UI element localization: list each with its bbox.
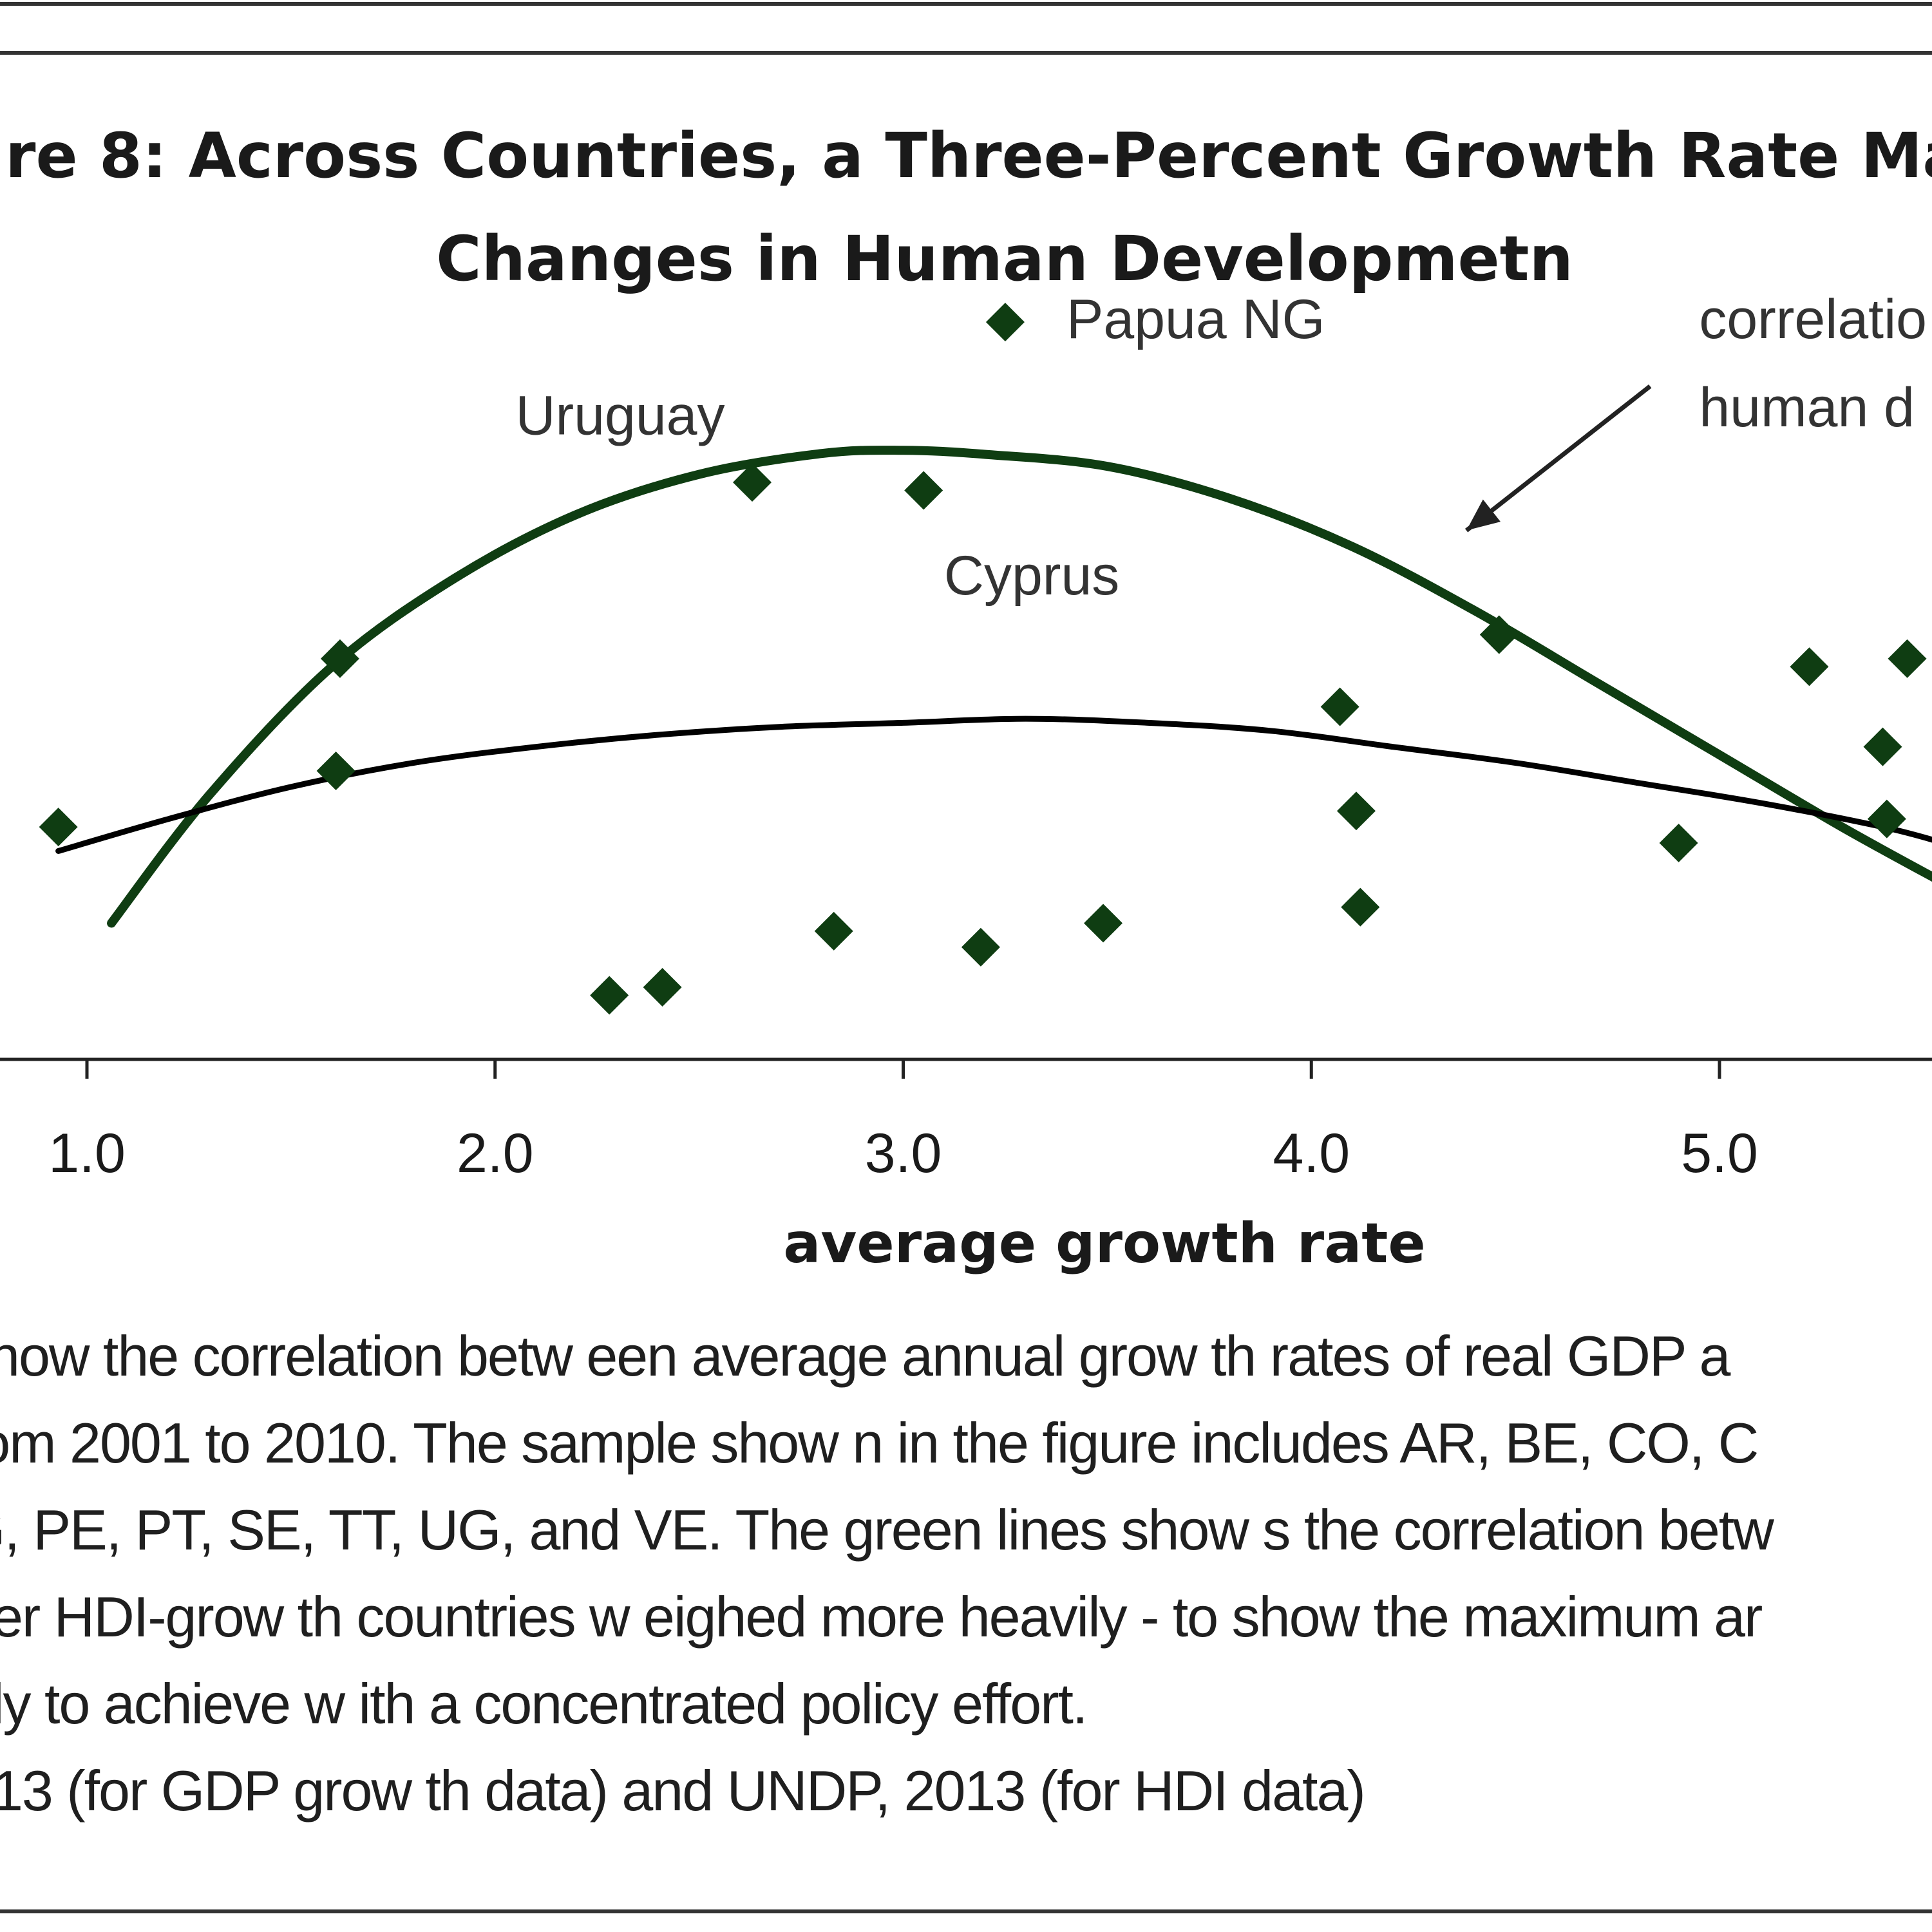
black-fit-line (55, 715, 1932, 854)
annotation-label: correlatio (1699, 289, 1927, 350)
data-point (961, 927, 1000, 967)
chart-title-line-1: re 8: Across Countries, a Three-Percent … (5, 120, 1932, 192)
annotation-arrow (1464, 384, 1652, 533)
annotation-label: Papua NG (1066, 289, 1325, 350)
x-tick-label: 2.0 (457, 1122, 534, 1184)
data-point (1888, 639, 1927, 678)
data-point (1341, 887, 1380, 927)
arrow-head (1466, 499, 1501, 531)
annotation-label: Uruguay (515, 384, 724, 446)
data-points (39, 303, 1927, 1015)
data-point (320, 639, 359, 678)
x-axis-label: average growth rate (783, 1211, 1425, 1276)
data-point (904, 471, 943, 510)
data-point (643, 968, 682, 1007)
data-point (1867, 799, 1906, 838)
data-point (1320, 687, 1359, 726)
data-point (1659, 824, 1698, 863)
data-point (1479, 615, 1519, 654)
note-line-5: ely to achieve w ith a concentrated poli… (0, 1672, 1088, 1736)
data-point (39, 808, 78, 847)
annotations: Papua NG Uruguay Cyprus correlatio human d (515, 289, 1927, 607)
x-tick-label: 4.0 (1273, 1122, 1350, 1184)
x-ticks: 1.0 2.0 3.0 4.0 5.0 (48, 1059, 1758, 1184)
x-tick-label: 5.0 (1681, 1122, 1758, 1184)
x-tick-label: 3.0 (865, 1122, 942, 1184)
green-fit-line (107, 446, 1932, 928)
data-point (1790, 647, 1829, 687)
data-point (1336, 791, 1376, 831)
annotation-label: Cyprus (944, 545, 1119, 607)
data-point (814, 911, 853, 951)
note-line-3: G, PE, PT, SE, TT, UG, and VE. The green… (0, 1498, 1774, 1562)
note-line-4: her HDI-grow th countries w eighed more … (0, 1585, 1763, 1649)
data-point (1084, 904, 1123, 943)
data-point (1863, 727, 1902, 766)
fit-lines (55, 446, 1932, 928)
x-tick-label: 1.0 (48, 1122, 126, 1184)
data-point (590, 976, 629, 1015)
chart-title-line-2: Changes in Human Developmetn (436, 223, 1573, 295)
data-point (733, 463, 772, 502)
note-line-6: 013 (for GDP grow th data) and UNDP, 201… (0, 1759, 1366, 1823)
data-point (985, 303, 1025, 342)
annotation-label: human d (1699, 377, 1915, 439)
data-point (316, 752, 355, 791)
note-line-1: show the correlation betw een average an… (0, 1324, 1730, 1388)
note-line-2: rom 2001 to 2010. The sample show n in t… (0, 1411, 1759, 1475)
